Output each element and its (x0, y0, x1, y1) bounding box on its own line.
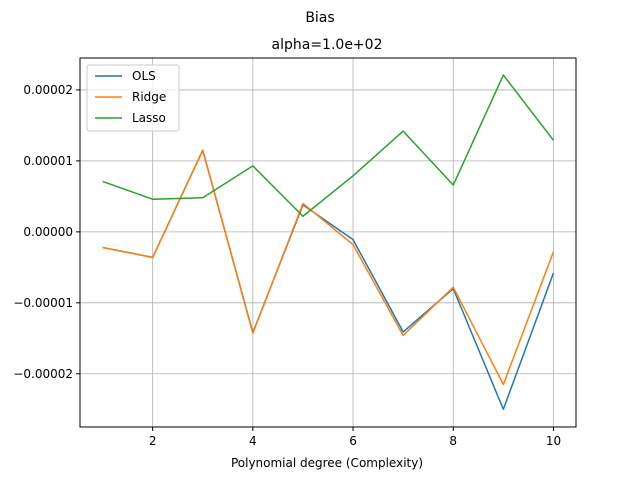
y-tick-label: 0.00000 (23, 225, 73, 239)
x-axis-label: Polynomial degree (Complexity) (231, 456, 423, 470)
y-axis: −0.00002 −0.00001 0.00000 0.00001 0.00002 (13, 83, 80, 381)
chart-suptitle: Bias (305, 10, 334, 26)
x-tick-label: 2 (149, 434, 157, 448)
x-axis: 2 4 6 8 10 (149, 427, 561, 448)
legend-label-ridge: Ridge (132, 90, 166, 104)
series-line-ridge (102, 149, 555, 386)
y-tick-label: 0.00001 (23, 154, 73, 168)
series-line-lasso (102, 74, 555, 217)
series-lines (102, 74, 555, 411)
legend-label-lasso: Lasso (132, 111, 166, 125)
y-tick-label: −0.00001 (13, 296, 73, 310)
chart-title: alpha=1.0e+02 (272, 37, 383, 53)
grid-lines (80, 58, 576, 427)
legend-label-ols: OLS (132, 69, 156, 83)
y-tick-label: −0.00002 (13, 367, 73, 381)
legend-box (86, 64, 180, 132)
x-tick-label: 6 (349, 434, 357, 448)
series-line-ols (102, 149, 555, 411)
plot-frame (79, 57, 577, 428)
x-tick-label: 8 (449, 434, 457, 448)
x-tick-label: 10 (546, 434, 561, 448)
y-tick-label: 0.00002 (23, 83, 73, 97)
legend: OLS Ridge Lasso (86, 64, 180, 132)
x-tick-label: 4 (249, 434, 257, 448)
